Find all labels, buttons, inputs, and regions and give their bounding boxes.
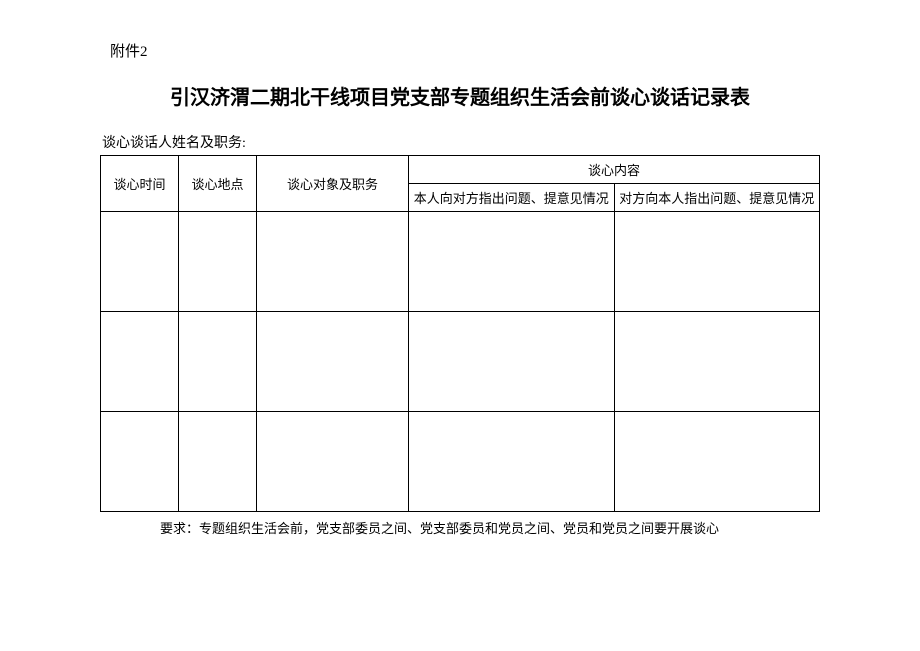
cell-time — [101, 312, 179, 412]
cell-content-right — [614, 212, 820, 312]
cell-content-right — [614, 312, 820, 412]
table-row — [101, 412, 820, 512]
header-time: 谈心时间 — [101, 156, 179, 212]
cell-content-left — [409, 312, 615, 412]
cell-time — [101, 412, 179, 512]
header-content-right: 对方向本人指出问题、提意见情况 — [614, 184, 820, 212]
cell-content-left — [409, 412, 615, 512]
header-content: 谈心内容 — [409, 156, 820, 184]
cell-target — [257, 312, 409, 412]
cell-content-left — [409, 212, 615, 312]
cell-time — [101, 212, 179, 312]
cell-target — [257, 412, 409, 512]
cell-target — [257, 212, 409, 312]
cell-place — [179, 312, 257, 412]
header-place: 谈心地点 — [179, 156, 257, 212]
header-target: 谈心对象及职务 — [257, 156, 409, 212]
table-row — [101, 312, 820, 412]
cell-place — [179, 412, 257, 512]
header-content-left: 本人向对方指出问题、提意见情况 — [409, 184, 615, 212]
cell-content-right — [614, 412, 820, 512]
subtitle-label: 谈心谈话人姓名及职务: — [102, 132, 820, 152]
footer-note: 要求：专题组织生活会前，党支部委员之间、党支部委员和党员之间、党员和党员之间要开… — [160, 518, 820, 537]
table-row — [101, 212, 820, 312]
record-table: 谈心时间 谈心地点 谈心对象及职务 谈心内容 本人向对方指出问题、提意见情况 对… — [100, 155, 820, 512]
main-title: 引汉济渭二期北干线项目党支部专题组织生活会前谈心谈话记录表 — [100, 81, 820, 110]
cell-place — [179, 212, 257, 312]
appendix-label: 附件2 — [110, 40, 820, 61]
